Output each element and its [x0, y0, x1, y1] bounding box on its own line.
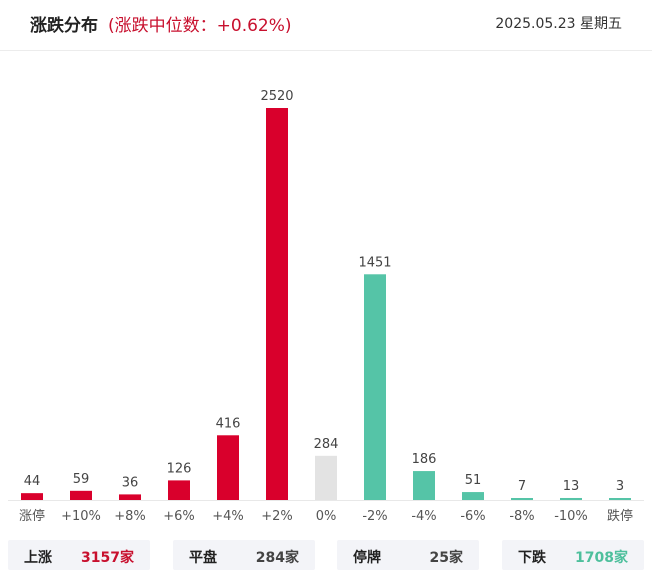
bar-value-label-1: 59 — [73, 472, 90, 487]
distribution-bar-chart: 44 涨停 59 +10% 36 +8% 126 +6% 416 +4% 2520 +2% 284 0% 1… — [8, 89, 644, 524]
x-tick-label-8: -4% — [411, 509, 436, 524]
x-tick-label-4: +4% — [212, 509, 244, 524]
bar-11 — [560, 497, 582, 500]
bar-12 — [609, 498, 631, 500]
bar-value-label-5: 2520 — [260, 89, 293, 104]
summary-up-value: 3157家 — [81, 550, 134, 566]
bar-value-label-11: 13 — [563, 479, 580, 494]
x-tick-label-5: +2% — [261, 509, 293, 524]
x-tick-label-3: +6% — [163, 509, 195, 524]
bar-value-label-10: 7 — [518, 479, 526, 494]
bar-1 — [70, 490, 92, 500]
bar-6 — [315, 455, 337, 500]
bar-7 — [364, 274, 386, 500]
bar-value-label-0: 44 — [24, 474, 41, 489]
x-tick-label-0: 涨停 — [19, 508, 45, 524]
x-tick-label-11: -10% — [554, 509, 588, 524]
bar-value-label-4: 416 — [216, 416, 241, 431]
bar-value-label-2: 36 — [122, 475, 139, 490]
summary-down-value: 1708家 — [575, 550, 628, 566]
bar-9 — [462, 492, 484, 500]
summary-flat: 平盘 284家 — [173, 540, 315, 570]
chart-header: 涨跌分布 (涨跌中位数：+0.62%) 2025.05.23 星期五 — [0, 0, 652, 51]
summary-down: 下跌 1708家 — [502, 540, 644, 570]
x-tick-label-1: +10% — [61, 509, 101, 524]
bar-2 — [119, 494, 141, 500]
summary-suspended: 停牌 25家 — [337, 540, 479, 570]
summary-flat-value: 284家 — [255, 550, 299, 566]
bar-value-label-9: 51 — [465, 473, 482, 488]
summary-suspended-label: 停牌 — [353, 550, 381, 566]
chart-title: 涨跌分布 — [30, 16, 98, 36]
bar-value-label-7: 1451 — [358, 255, 391, 270]
bar-value-label-12: 3 — [616, 479, 624, 494]
summary-up: 上涨 3157家 — [8, 540, 150, 570]
summary-flat-label: 平盘 — [189, 550, 217, 566]
median-change-label: (涨跌中位数：+0.62%) — [108, 16, 292, 36]
bar-value-label-8: 186 — [412, 452, 437, 467]
summary-suspended-value: 25家 — [429, 550, 463, 566]
bar-0 — [21, 493, 43, 500]
bar-8 — [413, 471, 435, 500]
x-tick-label-2: +8% — [114, 509, 146, 524]
summary-up-label: 上涨 — [24, 550, 52, 566]
x-tick-label-12: 跌停 — [607, 508, 633, 524]
bar-value-label-3: 126 — [167, 461, 192, 476]
bar-value-label-6: 284 — [314, 437, 339, 452]
trade-date: 2025.05.23 星期五 — [495, 16, 622, 32]
bar-4 — [217, 435, 239, 500]
bar-5 — [266, 108, 288, 500]
bar-3 — [168, 480, 190, 500]
x-tick-label-7: -2% — [362, 509, 387, 524]
summary-down-label: 下跌 — [518, 550, 546, 566]
x-tick-label-6: 0% — [316, 509, 337, 524]
x-tick-label-9: -6% — [460, 509, 485, 524]
x-tick-label-10: -8% — [509, 509, 534, 524]
summary-bar: 上涨 3157家 平盘 284家 停牌 25家 下跌 1708家 — [0, 537, 652, 573]
bar-10 — [511, 498, 533, 500]
